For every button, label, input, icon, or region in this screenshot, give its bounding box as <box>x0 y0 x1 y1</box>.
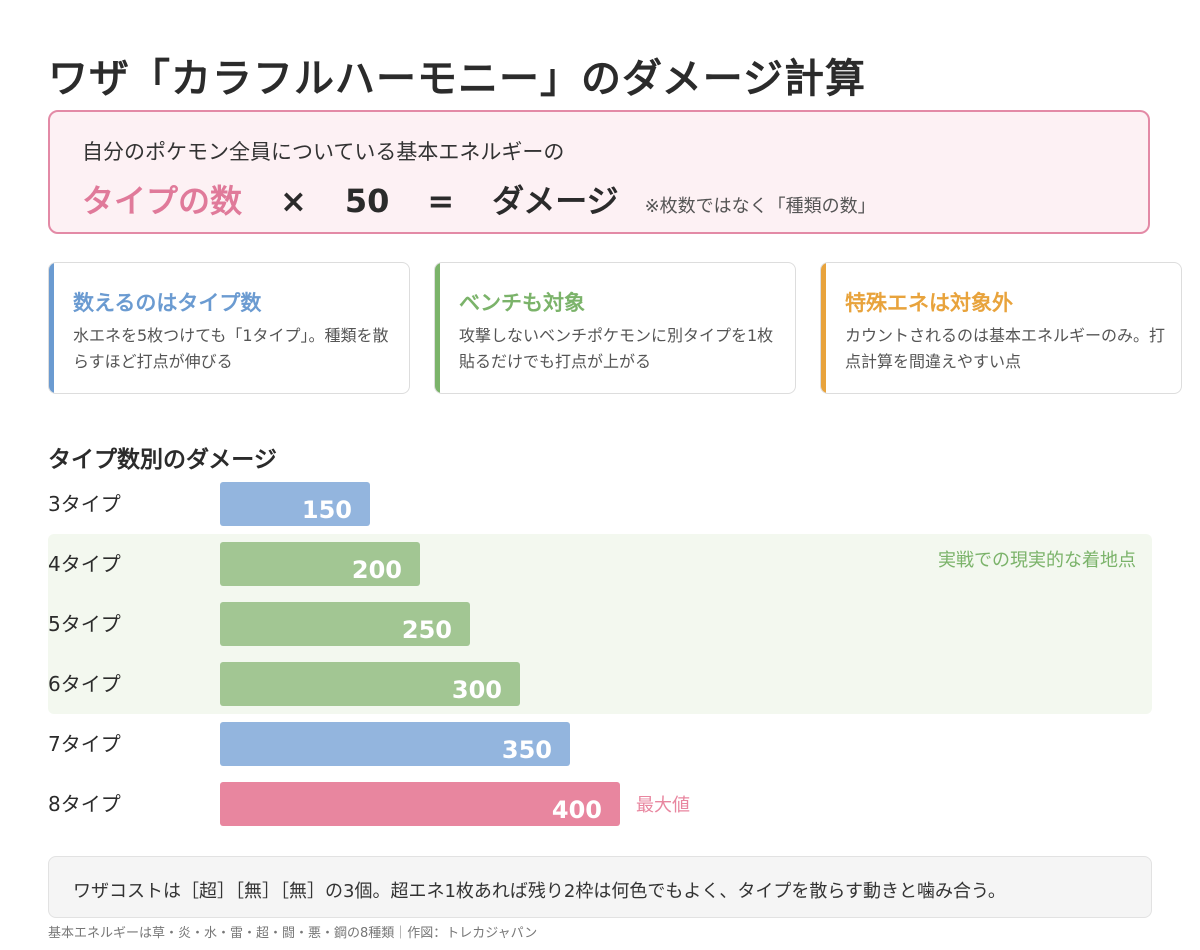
bar <box>220 722 570 766</box>
formula-note: ※枚数ではなく「種類の数」 <box>644 196 876 217</box>
bar-value-label: 400 <box>552 796 602 824</box>
card-special-energy: 特殊エネは対象外 カウントされるのは基本エネルギーのみ。打点計算を間違えやすい点 <box>820 262 1182 394</box>
page-title: ワザ「カラフルハーモニー」のダメージ計算 <box>48 56 866 102</box>
card-accent <box>49 263 54 393</box>
card-bench: ベンチも対象 攻撃しないベンチポケモンに別タイプを1枚貼るだけでも打点が上がる <box>434 262 796 394</box>
max-annotation: 最大値 <box>636 795 690 816</box>
bar <box>220 782 620 826</box>
bar-value-label: 300 <box>452 676 502 704</box>
card-accent <box>435 263 440 393</box>
category-label: 4タイプ <box>48 552 121 576</box>
bar <box>220 662 520 706</box>
bar <box>220 542 420 586</box>
formula-box: 自分のポケモン全員についている基本エネルギーの タイプの数 × 50 = ダメー… <box>48 110 1150 234</box>
card-text: カウントされるのは基本エネルギーのみ。打点計算を間違えやすい点 <box>845 326 1166 371</box>
card-title: 特殊エネは対象外 <box>845 291 1013 315</box>
chart-title: タイプ数別のダメージ <box>48 447 277 473</box>
category-label: 3タイプ <box>48 492 121 516</box>
category-label: 6タイプ <box>48 672 121 696</box>
formula-result: ダメージ <box>492 182 619 220</box>
damage-bar-chart: 実戦での現実的な着地点 3タイプ 150 4タイプ 200 5タイプ 250 6タイプ 300 7… <box>48 482 1152 826</box>
credit: 基本エネルギーは草・炎・水・雷・超・闘・悪・鋼の8種類｜作図：トレカジャパン <box>48 926 538 941</box>
footer-note: ワザコストは［超］［無］［無］の3個。超エネ1枚あれば残り2枠は何色でもよく、タ… <box>73 881 1006 902</box>
bar-value-label: 250 <box>402 616 452 644</box>
card-text: 攻撃しないベンチポケモンに別タイプを1枚貼るだけでも打点が上がる <box>459 326 774 371</box>
formula-multiplier: 50 <box>344 182 390 220</box>
card-type-count: 数えるのはタイプ数 水エネを5枚つけても「1タイプ」。種類を散らすほど打点が伸び… <box>48 262 410 394</box>
card-title: ベンチも対象 <box>459 291 585 315</box>
category-label: 7タイプ <box>48 732 121 756</box>
footer-note-box: ワザコストは［超］［無］［無］の3個。超エネ1枚あれば残り2枠は何色でもよく、タ… <box>48 856 1152 918</box>
formula-term: タイプの数 <box>82 182 243 220</box>
bar-value-label: 200 <box>352 556 402 584</box>
card-title: 数えるのはタイプ数 <box>73 291 262 315</box>
formula-times: × <box>280 182 307 220</box>
formula-equals: = <box>427 182 455 220</box>
category-label: 8タイプ <box>48 792 121 816</box>
highlight-label: 実戦での現実的な着地点 <box>938 550 1136 571</box>
formula-line: タイプの数 × 50 = ダメージ ※枚数ではなく「種類の数」 <box>82 176 876 222</box>
bar <box>220 482 370 526</box>
bar-value-label: 150 <box>302 496 352 524</box>
card-text: 水エネを5枚つけても「1タイプ」。種類を散らすほど打点が伸びる <box>73 326 389 371</box>
formula-intro: 自分のポケモン全員についている基本エネルギーの <box>82 140 565 164</box>
bar <box>220 602 470 646</box>
card-accent <box>821 263 826 393</box>
category-label: 5タイプ <box>48 612 121 636</box>
bar-value-label: 350 <box>502 736 552 764</box>
